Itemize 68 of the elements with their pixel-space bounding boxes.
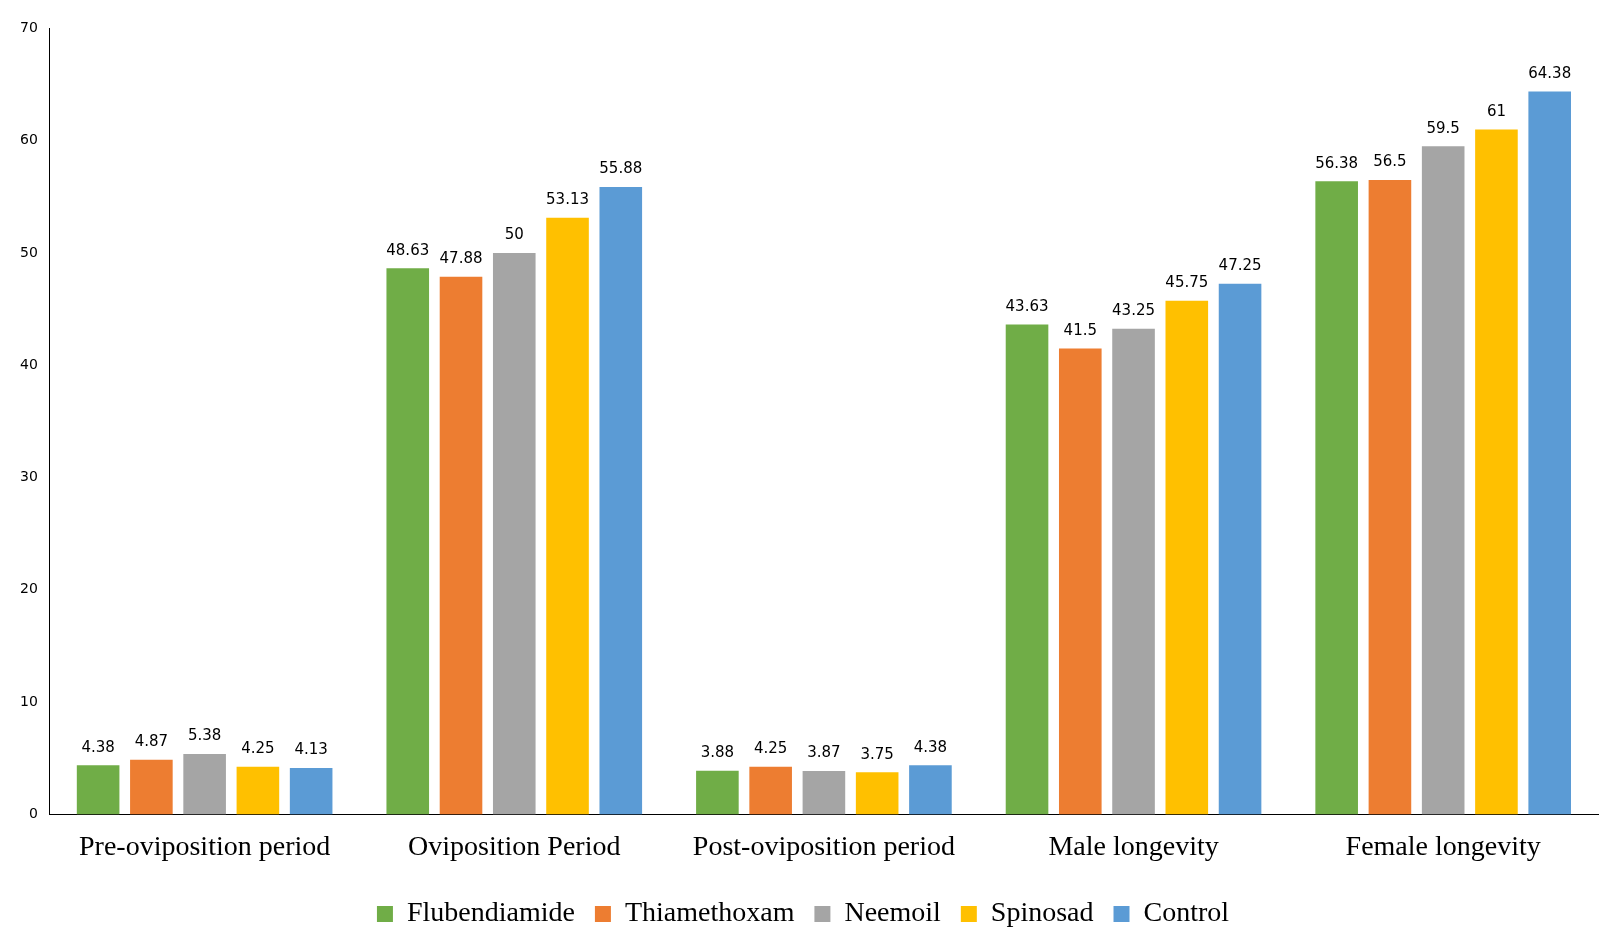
legend-label: Neemoil: [844, 896, 942, 928]
bar: [76, 765, 120, 815]
bar: [1475, 129, 1518, 815]
y-tick-label: 60: [19, 131, 38, 148]
bar: [1218, 283, 1262, 815]
bar: [386, 268, 430, 815]
y-tick-label: 40: [19, 355, 38, 372]
x-tick-label: Male longevity: [1048, 829, 1219, 861]
data-label: 45.75: [1165, 273, 1209, 292]
data-label: 56.5: [1373, 152, 1407, 171]
bar: [1368, 179, 1412, 815]
data-label: 53.13: [546, 190, 589, 209]
data-label: 4.25: [753, 739, 788, 758]
data-label: 3.87: [807, 743, 841, 762]
data-label: 3.88: [700, 743, 735, 762]
bar: [696, 770, 739, 815]
data-label: 43.63: [1005, 296, 1049, 315]
legend-label: Thiamethoxam: [624, 896, 795, 928]
y-tick-label: 20: [19, 580, 38, 597]
data-label: 4.13: [294, 740, 328, 759]
legend-label: Flubendiamide: [406, 896, 575, 928]
data-label: 48.63: [386, 240, 430, 259]
data-label: 4.87: [134, 732, 169, 751]
data-label: 5.38: [187, 726, 222, 745]
data-label: 4.38: [913, 737, 948, 756]
data-label: 64.38: [1528, 63, 1572, 82]
data-label: 50: [504, 225, 524, 244]
data-label: 61: [1486, 101, 1506, 120]
data-label: 43.25: [1112, 301, 1156, 320]
bar: [909, 765, 952, 815]
bar: [599, 186, 643, 815]
bar: [183, 753, 226, 815]
bar: [492, 252, 536, 815]
bar: [1528, 91, 1571, 815]
data-label: 41.5: [1063, 320, 1097, 339]
x-tick-label: Pre-oviposition period: [79, 829, 331, 861]
bar: [1315, 181, 1358, 815]
y-tick-label: 0: [28, 805, 38, 822]
data-label: 59.5: [1426, 118, 1460, 137]
y-tick-label: 10: [19, 692, 38, 709]
bar: [1058, 348, 1102, 815]
data-label: 4.25: [241, 739, 275, 758]
y-tick-label: 30: [19, 468, 38, 485]
bar: [439, 276, 483, 815]
bar: [1112, 328, 1155, 815]
bar: [1165, 300, 1209, 815]
bar: [855, 772, 899, 815]
bar: [749, 766, 792, 815]
bar: [130, 759, 173, 815]
data-label: 56.38: [1315, 153, 1359, 172]
legend-label: Spinosad: [990, 896, 1094, 928]
bar: [289, 768, 333, 815]
x-tick-label: Oviposition Period: [408, 829, 621, 861]
x-tick-label: Female longevity: [1345, 829, 1541, 861]
bar: [546, 217, 589, 815]
y-tick-label: 70: [19, 19, 38, 36]
data-label: 55.88: [599, 159, 643, 178]
data-label: 47.25: [1218, 256, 1262, 275]
data-label: 47.88: [439, 249, 483, 268]
data-label: 3.75: [860, 744, 894, 763]
y-tick-label: 50: [19, 243, 38, 260]
legend-label: Control: [1143, 896, 1230, 928]
bar: [1005, 324, 1049, 815]
bar: [1421, 146, 1465, 815]
data-label: 4.38: [81, 737, 115, 756]
bar: [236, 766, 280, 815]
bar: [802, 770, 846, 815]
x-tick-label: Post-oviposition period: [692, 829, 955, 861]
